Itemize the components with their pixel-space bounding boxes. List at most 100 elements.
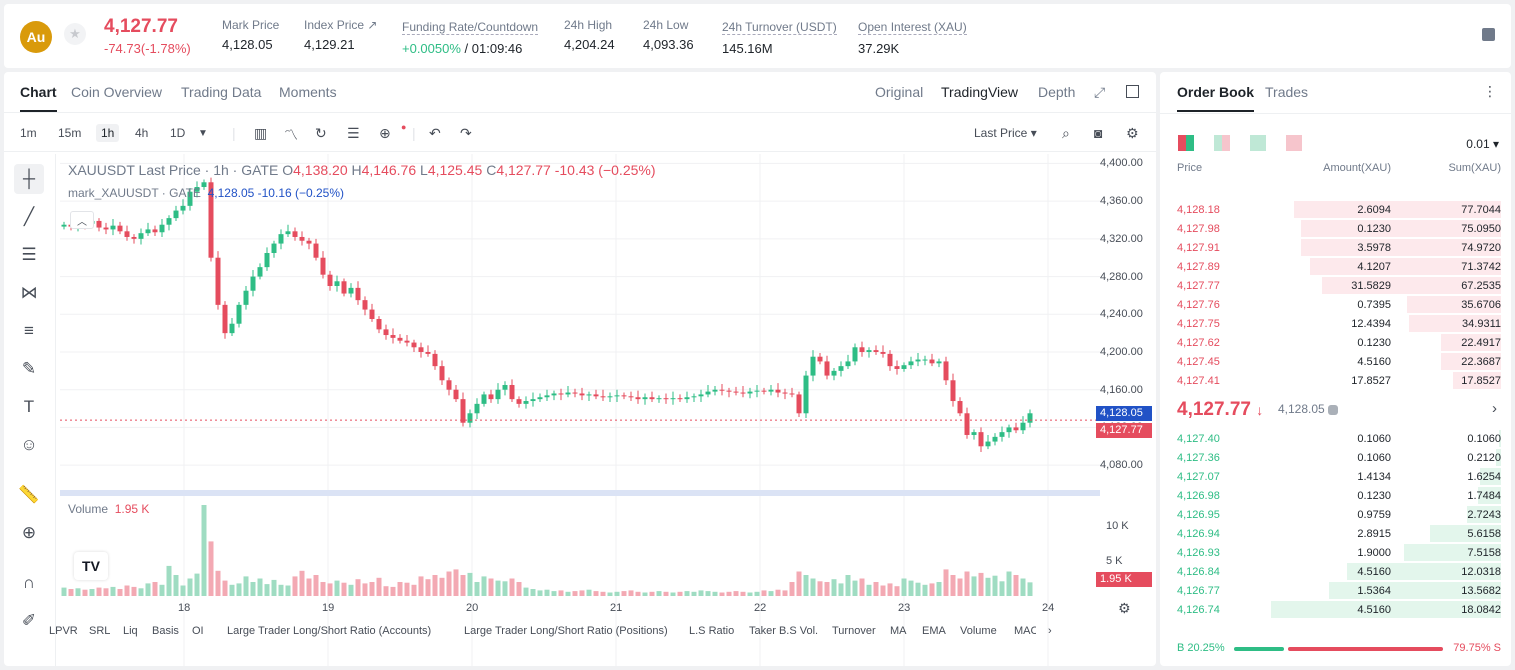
book-bids-icon[interactable] [1214,135,1230,151]
trend-line-icon[interactable]: ╱ [23,207,35,226]
orderbook-ask-row[interactable]: 4,127.75 12.4394 34.9311 [1160,314,1511,333]
chevron-down-icon[interactable]: ▼ [198,128,208,139]
brush-icon[interactable]: ✎ [21,359,37,378]
chart-settings-icon[interactable]: ⚙ [1118,600,1131,616]
volume-bar [222,580,228,596]
orderbook-bid-row[interactable]: 4,126.93 1.9000 7.5158 [1160,543,1511,562]
indicator-ema[interactable]: EMA [922,625,946,637]
redo-icon[interactable]: ↷ [460,125,472,141]
star-icon[interactable]: ★ [64,23,86,45]
fib-icon[interactable]: ≡ [24,321,34,340]
tab-moments[interactable]: Moments [279,84,337,100]
tab-chart[interactable]: Chart [20,84,57,112]
indicator-lpvr[interactable]: LPVR [49,625,78,637]
candle-body [138,233,144,239]
volume-bar [299,570,305,596]
indicator-liq[interactable]: Liq [123,625,138,637]
volume-bar [768,591,774,596]
book-both-icon[interactable] [1178,135,1194,151]
orderbook-ask-row[interactable]: 4,127.41 17.8527 17.8527 [1160,371,1511,390]
ruler-icon[interactable]: 📏 [18,485,40,504]
add-icon[interactable]: ⊕ [379,125,391,141]
chevron-right-icon[interactable]: › [1048,625,1052,637]
fullscreen-icon[interactable]: ⤢ [1094,84,1106,100]
timeframe-1m[interactable]: 1m [20,126,37,140]
timeframe-1h[interactable]: 1h [96,124,120,142]
orderbook-bid-row[interactable]: 4,127.07 1.4134 1.6254 [1160,467,1511,486]
orderbook-bid-row[interactable]: 4,126.84 4.5160 12.0318 [1160,562,1511,581]
orderbook-bid-row[interactable]: 4,126.77 1.5364 13.5682 [1160,581,1511,600]
tab-coin-overview[interactable]: Coin Overview [71,84,163,100]
indicator-srl[interactable]: SRL [89,625,111,637]
stat-funding-rate[interactable]: Funding Rate/Countdown +0.0050% / 01:09:… [402,20,539,56]
orderbook-ask-row[interactable]: 4,127.45 4.5160 22.3687 [1160,352,1511,371]
indicator-oi[interactable]: OI [192,625,204,637]
candle-body [901,365,907,369]
orderbook-ask-row[interactable]: 4,127.76 0.7395 35.6706 [1160,295,1511,314]
book-buy-icon[interactable] [1250,135,1266,151]
zoom-in-icon[interactable]: ⊕ [21,523,37,542]
mark-legend: mark_XAUUSDT · GATE 4,128.05 -10.16 (−0.… [68,186,345,200]
price-type-select[interactable]: Last Price ▾ [974,126,1037,140]
indicator-volume[interactable]: Volume [960,625,997,637]
tab-order-book[interactable]: Order Book [1177,84,1255,112]
timeframe-15m[interactable]: 15m [58,126,82,140]
camera-icon[interactable]: ◙ [1094,125,1103,141]
magnet-icon[interactable]: ∩ [22,573,36,592]
candle-body [796,394,802,414]
orderbook-bid-row[interactable]: 4,127.36 0.1060 0.2120 [1160,448,1511,467]
orderbook-ask-row[interactable]: 4,127.62 0.1230 22.4917 [1160,333,1511,352]
volume-bar [551,591,557,596]
orderbook-ask-row[interactable]: 4,127.77 31.5829 67.2535 [1160,276,1511,295]
orderbook-bid-row[interactable]: 4,126.74 4.5160 18.0842 [1160,600,1511,619]
chevron-right-icon[interactable]: › [1492,400,1497,417]
more-icon[interactable]: ⋮ [1483,83,1497,99]
price-chart[interactable] [60,154,1100,666]
view-depth[interactable]: Depth [1038,84,1076,100]
undo-icon[interactable]: ↶ [429,125,441,141]
pattern-icon[interactable]: ⋈ [20,283,38,302]
tab-trading-data[interactable]: Trading Data [181,84,262,100]
emoji-icon[interactable]: ☺ [20,435,38,454]
indicator-ls-ratio[interactable]: L.S Ratio [689,625,735,637]
precision-select[interactable]: 0.01 ▾ [1466,137,1499,151]
crosshair-icon[interactable]: ┼ [14,164,44,194]
orderbook-ask-row[interactable]: 4,128.18 2.6094 77.7044 [1160,200,1511,219]
chevron-up-icon[interactable]: ︿ [70,211,94,229]
orderbook-bid-row[interactable]: 4,126.94 2.8915 5.6158 [1160,524,1511,543]
indicator-taker-vol[interactable]: Taker B.S Vol. [749,625,819,637]
tab-trades[interactable]: Trades [1265,84,1309,100]
view-tradingview[interactable]: TradingView [941,84,1019,100]
candle-body [1013,427,1019,431]
indicator-lt-accounts[interactable]: Large Trader Long/Short Ratio (Accounts) [227,625,432,637]
indicator-lt-positions[interactable]: Large Trader Long/Short Ratio (Positions… [464,625,668,637]
indicator-macd[interactable]: MACD [1014,625,1036,637]
pencil-lock-icon[interactable]: ✐ [21,611,37,630]
stat-index-price[interactable]: Index Price ↗ 4,129.21 [304,18,378,52]
refresh-icon[interactable]: ↻ [315,125,327,141]
text-icon[interactable]: T [23,397,35,416]
indicator-icon[interactable]: 〽 [284,127,298,143]
indicator-basis[interactable]: Basis [152,625,179,637]
timeframe-1d[interactable]: 1D [170,126,186,140]
orderbook-ask-row[interactable]: 4,127.98 0.1230 75.0950 [1160,219,1511,238]
gear-icon[interactable]: ⚙ [1126,125,1139,141]
indicator-turnover[interactable]: Turnover [832,625,876,637]
timeframe-4h[interactable]: 4h [135,126,149,140]
candle-body [971,432,977,435]
indicator-ma[interactable]: MA [890,625,907,637]
book-icon[interactable] [1482,28,1495,41]
orderbook-bid-row[interactable]: 4,126.95 0.9759 2.7243 [1160,505,1511,524]
settings-list-icon[interactable]: ☰ [347,125,360,141]
orderbook-ask-row[interactable]: 4,127.89 4.1207 71.3742 [1160,257,1511,276]
search-icon[interactable]: ⌕ [1062,125,1070,141]
window-icon[interactable] [1126,85,1139,98]
horizontal-lines-icon[interactable]: ☰ [21,245,37,264]
candle-type-icon[interactable]: ▥ [254,125,268,141]
book-sell-icon[interactable] [1286,135,1302,151]
view-original[interactable]: Original [875,84,924,100]
orderbook-bid-row[interactable]: 4,126.98 0.1230 1.7484 [1160,486,1511,505]
orderbook-bid-row[interactable]: 4,127.40 0.1060 0.1060 [1160,429,1511,448]
sum-cell: 2.7243 [1467,509,1501,521]
orderbook-ask-row[interactable]: 4,127.91 3.5978 74.9720 [1160,238,1511,257]
